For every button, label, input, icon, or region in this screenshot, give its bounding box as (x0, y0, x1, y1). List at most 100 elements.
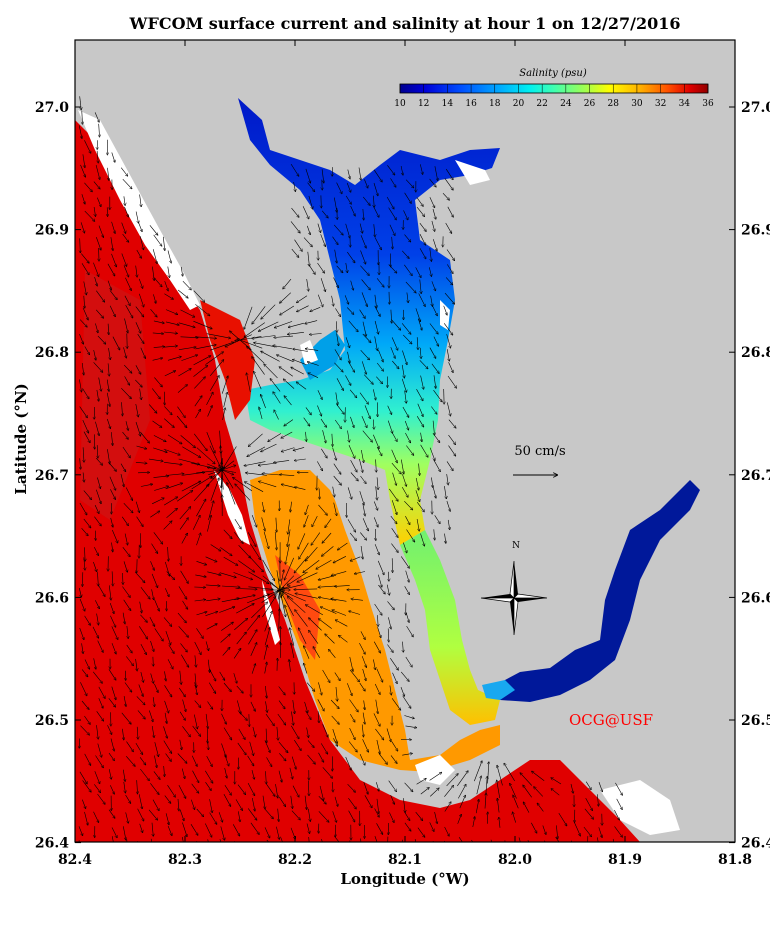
current-vector (262, 597, 275, 618)
current-vector (320, 278, 325, 291)
current-vector (348, 741, 357, 752)
current-vector (82, 111, 83, 124)
current-vector (163, 236, 165, 251)
current-vector (205, 641, 209, 650)
axis-ticks: 82.4 82.3 82.2 82.1 82.0 81.9 81.8 27.0 27.0 26.9… (35, 40, 770, 868)
current-vector (178, 322, 195, 328)
upper-harbor-islands (300, 160, 490, 365)
current-vector (284, 396, 292, 406)
current-vector (504, 763, 515, 782)
current-vector (282, 591, 306, 602)
current-vector (84, 210, 95, 221)
current-vector (122, 547, 130, 556)
current-vector (84, 615, 91, 625)
current-vector (376, 459, 377, 472)
current-vector (135, 501, 139, 513)
current-vector (111, 643, 116, 654)
current-vector (154, 742, 159, 756)
current-vector (178, 798, 179, 811)
current-vector (389, 812, 394, 823)
current-vector (429, 248, 432, 261)
current-vector (124, 196, 125, 205)
current-vector (279, 753, 286, 760)
current-vector (220, 826, 225, 840)
y-tick-label-right: 26.6 (741, 590, 770, 606)
current-vector (520, 773, 533, 786)
current-vector (416, 197, 423, 207)
current-vector (178, 347, 196, 350)
current-vector (94, 206, 95, 216)
current-vector (433, 336, 439, 347)
current-vector (612, 838, 615, 842)
current-vector (154, 486, 168, 491)
current-vector (363, 781, 368, 794)
current-vector (247, 347, 265, 364)
current-vector (276, 826, 279, 840)
current-vector (405, 612, 409, 623)
current-vector (305, 407, 311, 414)
current-vector (376, 668, 383, 682)
current-vector (362, 712, 365, 725)
current-vector (304, 795, 307, 810)
current-vector (237, 339, 263, 349)
current-vector (551, 789, 560, 796)
current-vector (223, 682, 231, 692)
current-vector (167, 659, 173, 669)
current-vector (360, 475, 367, 484)
current-vector (289, 660, 291, 672)
current-vector (191, 476, 212, 490)
current-vector (431, 363, 439, 374)
current-vector (281, 431, 293, 438)
x-tick-label: 82.1 (388, 852, 422, 868)
current-vector (429, 267, 431, 276)
current-vector (334, 249, 337, 263)
current-vector (266, 839, 270, 842)
current-vector (417, 827, 425, 837)
current-vector (266, 784, 275, 796)
current-vector (444, 786, 453, 797)
current-vector (84, 659, 90, 670)
current-vector (164, 281, 169, 291)
current-vector (320, 743, 327, 754)
current-vector (108, 167, 109, 181)
current-vector (373, 419, 374, 430)
current-vector (84, 140, 90, 153)
current-vector (334, 349, 341, 359)
current-vector (318, 811, 329, 822)
current-vector (137, 808, 144, 821)
current-vector (139, 236, 143, 249)
current-vector (209, 668, 215, 681)
current-vector (181, 481, 201, 492)
current-vector (167, 266, 170, 278)
current-vector (429, 178, 436, 187)
current-vector (153, 447, 167, 452)
current-vector (348, 444, 355, 458)
y-axis-label: Latitude (°N) (12, 383, 30, 495)
current-vector (264, 827, 270, 837)
current-vector (402, 753, 412, 756)
current-vector (275, 575, 295, 596)
current-vector (94, 784, 100, 792)
current-vector (123, 364, 132, 373)
current-vector (167, 357, 181, 361)
current-vector (429, 822, 434, 831)
current-vector (111, 253, 117, 267)
current-vector (122, 178, 132, 189)
current-vector (280, 305, 295, 315)
current-vector (194, 600, 206, 601)
current-vector (109, 305, 115, 317)
current-vector (81, 362, 84, 375)
current-vector (278, 741, 288, 753)
current-vector (235, 484, 251, 501)
current-vector (585, 797, 593, 810)
current-vector (322, 532, 332, 543)
current-vector (298, 533, 306, 549)
current-vector (153, 697, 154, 706)
current-vector (95, 457, 102, 465)
x-tick-label: 81.9 (608, 852, 642, 868)
current-vector (167, 434, 182, 444)
y-tick-label: 26.7 (35, 468, 69, 484)
current-vector (261, 443, 277, 452)
current-vector (335, 392, 338, 404)
